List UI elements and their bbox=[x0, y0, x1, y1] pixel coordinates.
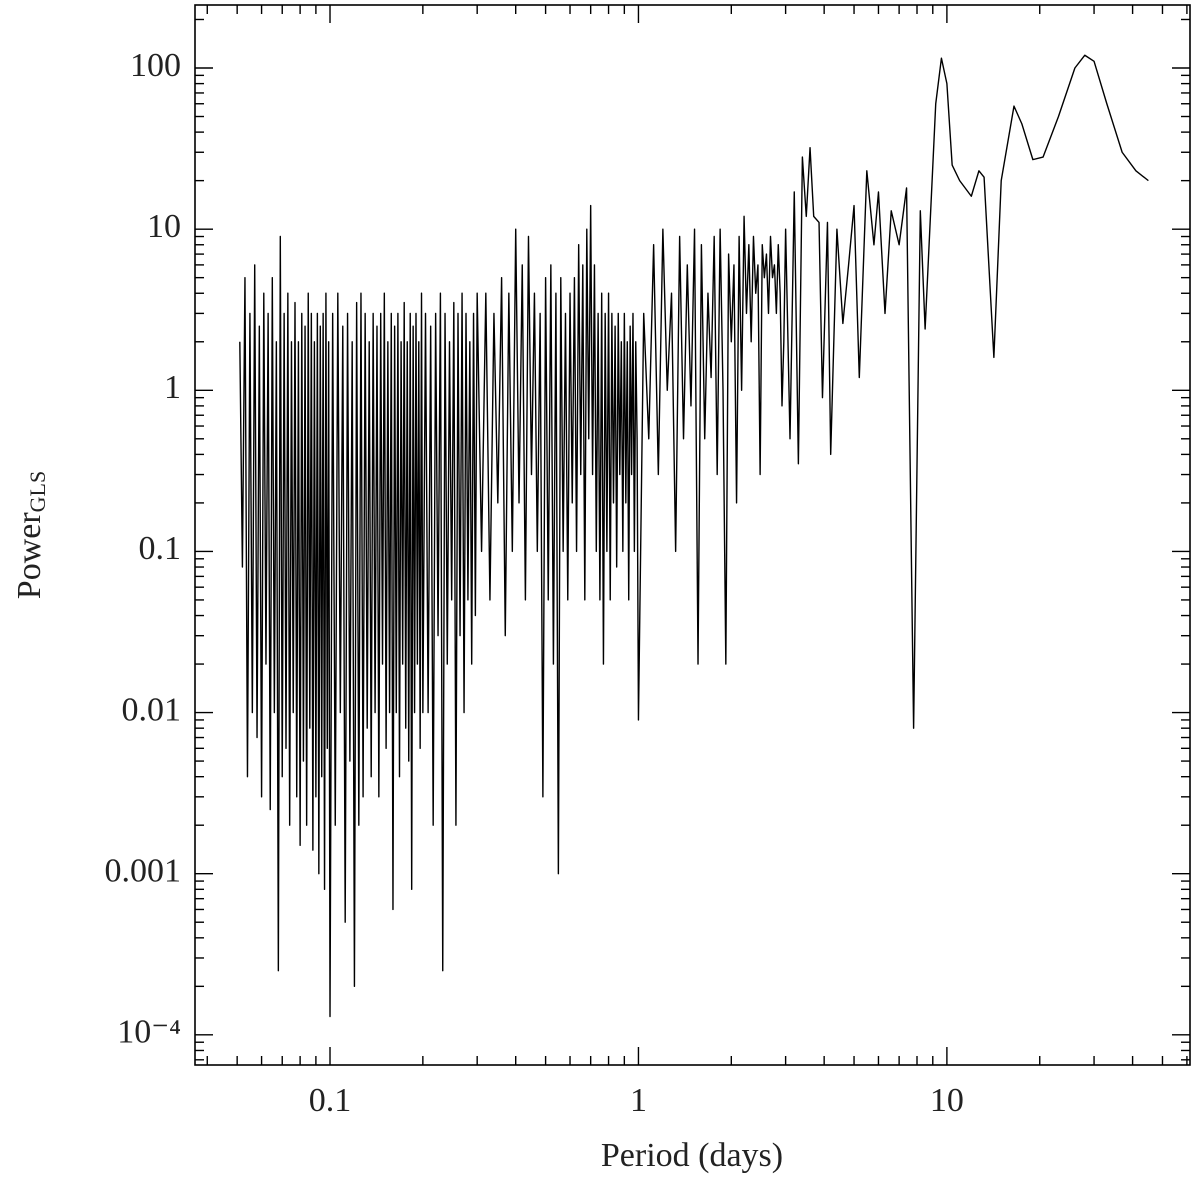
x-tick-label: 1 bbox=[630, 1082, 647, 1119]
y-tick-label: 100 bbox=[130, 47, 181, 84]
plot-frame bbox=[194, 4, 1191, 1066]
x-tick-label: 0.1 bbox=[309, 1082, 352, 1119]
y-tick-label: 10⁻⁴ bbox=[117, 1014, 181, 1051]
x-tick-label: 10 bbox=[930, 1082, 964, 1119]
power-line bbox=[239, 54, 1149, 1018]
y-tick-label: 0.01 bbox=[122, 691, 182, 728]
y-tick-label: 1 bbox=[164, 369, 181, 406]
x-axis-label: Period (days) bbox=[601, 1137, 783, 1174]
y-tick-label: 0.001 bbox=[105, 853, 182, 890]
y-axis-label-main: Power bbox=[11, 512, 48, 600]
y-axis-label: PowerGLS bbox=[11, 471, 50, 599]
y-axis-label-sub: GLS bbox=[25, 471, 50, 513]
y-tick-label: 10 bbox=[147, 208, 181, 245]
y-tick-label: 0.1 bbox=[139, 530, 182, 567]
